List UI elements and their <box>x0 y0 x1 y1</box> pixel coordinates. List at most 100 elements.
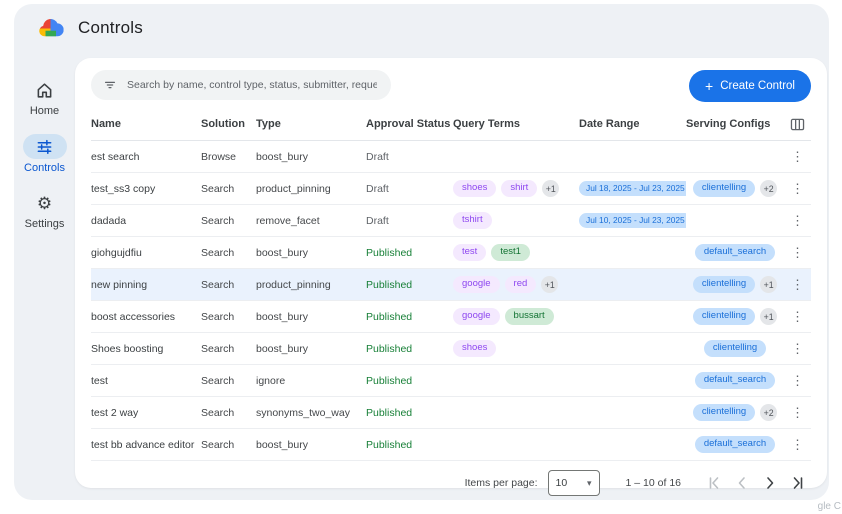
row-type: boost_bury <box>256 310 308 323</box>
status-label: Draft <box>366 150 389 163</box>
row-approval-status: Published <box>366 375 453 387</box>
row-actions: ⋮ <box>784 244 811 261</box>
table-row[interactable]: test_ss3 copy Search product_pinning Draft s… <box>91 173 811 205</box>
header-serving-configs: Serving Configs <box>686 118 771 130</box>
status-label: Published <box>366 374 413 387</box>
table-row[interactable]: Shoes boosting Search boost_bury Published s… <box>91 333 811 365</box>
items-per-page-label: Items per page: <box>464 477 538 489</box>
serving-config-pill: clientelling <box>692 404 756 421</box>
row-solution: Search <box>201 342 235 355</box>
last-page-button[interactable] <box>787 472 809 494</box>
row-type: ignore <box>256 374 286 387</box>
table-row[interactable]: dadada Search remove_facet Draft tshirt Jul 1… <box>91 205 811 237</box>
row-menu-button[interactable]: ⋮ <box>785 372 810 389</box>
row-type: boost_bury <box>256 246 308 259</box>
row-name: test 2 way <box>91 406 139 419</box>
previous-page-button[interactable] <box>731 472 753 494</box>
header-solution: Solution <box>201 118 245 130</box>
extra-configs-badge: +2 <box>760 404 778 421</box>
row-menu-button[interactable]: ⋮ <box>785 276 810 293</box>
row-solution: Search <box>201 246 235 259</box>
row-menu-button[interactable]: ⋮ <box>785 212 810 229</box>
search-input[interactable] <box>125 78 379 92</box>
query-term-pill: red <box>504 276 537 293</box>
row-name: dadada <box>91 214 127 227</box>
date-range-pill: Jul 10, 2025 - Jul 23, 2025 <box>579 212 686 229</box>
row-menu-button[interactable]: ⋮ <box>785 148 810 165</box>
row-name: Shoes boosting <box>91 342 164 355</box>
row-query-terms: shoes <box>453 340 579 357</box>
query-term-pill: tshirt <box>453 212 492 229</box>
row-query-terms: shoes shirt +1 <box>453 180 579 197</box>
sidebar-item-home[interactable]: Home <box>30 78 59 117</box>
row-actions: ⋮ <box>784 148 811 165</box>
row-solution: Search <box>201 214 235 227</box>
status-label: Draft <box>366 214 389 227</box>
table-footer: Items per page: 10 ▾ 1 – 10 of 16 <box>91 461 811 500</box>
row-type: boost_bury <box>256 150 308 163</box>
extra-terms-badge: +1 <box>541 276 559 293</box>
row-menu-button[interactable]: ⋮ <box>785 340 810 357</box>
table-row[interactable]: test 2 way Search synonyms_two_way Publishe… <box>91 397 811 429</box>
chevron-down-icon: ▾ <box>587 477 592 488</box>
row-serving-configs: clientelling +1 <box>686 308 784 325</box>
row-name: giohgujdfiu <box>91 246 142 259</box>
page-title: Controls <box>78 18 143 37</box>
sidebar-item-settings[interactable]: ⚙ Settings <box>25 191 65 231</box>
row-approval-status: Draft <box>366 151 453 163</box>
serving-config-pill: clientelling <box>692 180 756 197</box>
row-solution: Search <box>201 406 235 419</box>
row-date-range: Jul 18, 2025 - Jul 23, 2025 <box>579 180 686 197</box>
app-container: Controls Home <box>14 4 829 500</box>
sidebar-item-controls[interactable]: Controls <box>22 134 67 174</box>
row-serving-configs: clientelling +2 <box>686 180 784 197</box>
row-serving-configs: clientelling <box>686 340 784 357</box>
row-menu-button[interactable]: ⋮ <box>785 404 810 421</box>
table-row[interactable]: new pinning Search product_pinning Publishe… <box>91 269 811 301</box>
row-serving-configs: clientelling +1 <box>686 276 784 293</box>
table-row[interactable]: test Search ignore Published default_search ⋮ <box>91 365 811 397</box>
row-menu-button[interactable]: ⋮ <box>785 436 810 453</box>
row-approval-status: Draft <box>366 183 453 195</box>
row-name: test <box>91 374 108 387</box>
query-term-pill: test1 <box>491 244 530 261</box>
row-menu-button[interactable]: ⋮ <box>785 308 810 325</box>
sidebar-item-label: Controls <box>24 162 65 174</box>
row-menu-button[interactable]: ⋮ <box>785 180 810 197</box>
row-actions: ⋮ <box>784 340 811 357</box>
next-page-button[interactable] <box>759 472 781 494</box>
status-label: Published <box>366 406 413 419</box>
extra-terms-badge: +1 <box>542 180 560 197</box>
serving-config-pill: clientelling <box>703 340 767 357</box>
create-control-button[interactable]: + Create Control <box>689 70 811 102</box>
row-serving-configs: default_search <box>686 436 784 453</box>
row-query-terms: google red +1 <box>453 276 579 293</box>
page-size-value: 10 <box>555 477 568 489</box>
column-settings-button[interactable] <box>788 116 807 133</box>
page-size-select[interactable]: 10 ▾ <box>547 470 600 496</box>
serving-config-pill: clientelling <box>692 276 756 293</box>
top-bar: Controls <box>14 4 829 52</box>
pagination-controls <box>703 472 809 494</box>
table-row[interactable]: boost accessories Search boost_bury Publish… <box>91 301 811 333</box>
row-name: new pinning <box>91 278 148 291</box>
table-row[interactable]: test bb advance editor Search boost_bury Pu… <box>91 429 811 461</box>
active-nav-pill <box>22 134 67 159</box>
row-solution: Search <box>201 438 235 451</box>
row-approval-status: Published <box>366 407 453 419</box>
row-name: est search <box>91 150 140 163</box>
row-name: test_ss3 copy <box>91 182 156 195</box>
row-solution: Search <box>201 278 235 291</box>
header-date-range: Date Range <box>579 118 640 130</box>
google-cloud-logo <box>26 18 74 39</box>
row-type: remove_facet <box>256 214 320 227</box>
table-row[interactable]: giohgujdfiu Search boost_bury Published test… <box>91 237 811 269</box>
table-row[interactable]: est search Browse boost_bury Draft ⋮ <box>91 141 811 173</box>
filter-icon <box>103 78 117 92</box>
query-term-pill: google <box>453 308 500 325</box>
row-menu-button[interactable]: ⋮ <box>785 244 810 261</box>
row-serving-configs: default_search <box>686 244 784 261</box>
first-page-button[interactable] <box>703 472 725 494</box>
row-actions: ⋮ <box>784 212 811 229</box>
row-query-terms: test test1 <box>453 244 579 261</box>
